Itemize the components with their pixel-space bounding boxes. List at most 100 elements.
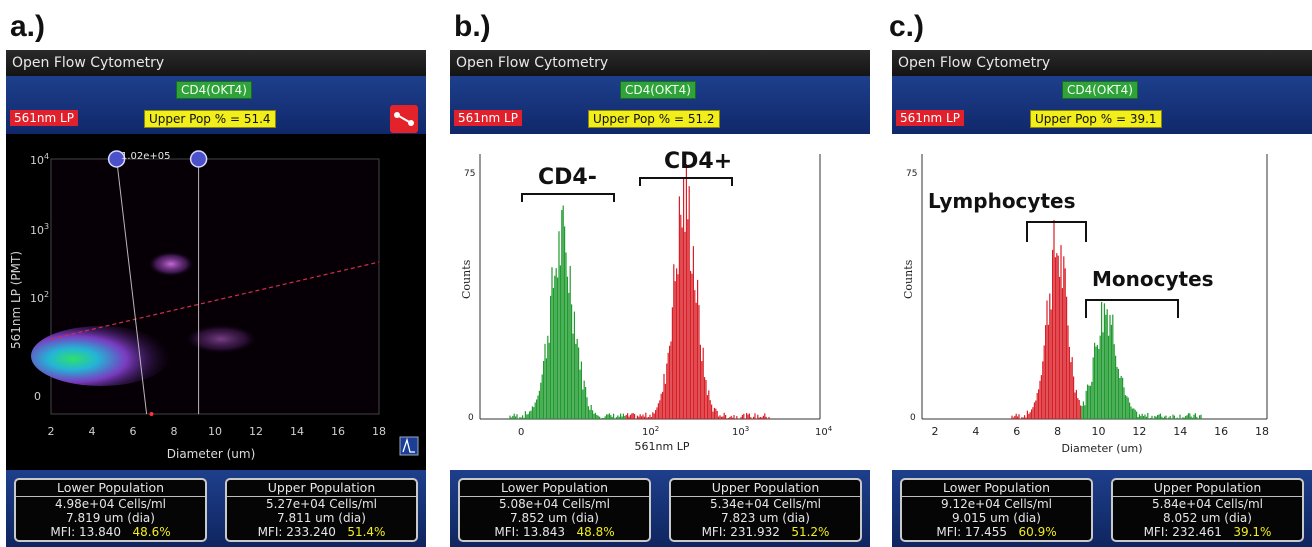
lymphocytes-bracket	[1026, 221, 1087, 242]
upper-percent: 51.4%	[347, 525, 386, 539]
gate-line-1[interactable]	[116, 158, 148, 415]
y-axis-label: Counts	[902, 259, 915, 299]
header-bar: CD4(OKT4) 561nm LP Upper Pop % = 51.2	[450, 76, 870, 134]
lower-population-title: Lower Population	[16, 480, 205, 497]
lower-population-box: Lower Population 9.12e+04 Cells/ml 9.015…	[900, 478, 1093, 542]
marker-badge[interactable]: CD4(OKT4)	[176, 81, 252, 99]
y-tick-labels: 104 103 102 0	[30, 152, 49, 403]
x-tick-2: 2	[932, 425, 939, 438]
window-title: Open Flow Cytometry	[892, 50, 1312, 76]
x-tick-14: 14	[1173, 425, 1187, 438]
upper-population-title: Upper Population	[671, 480, 860, 497]
mfi-label: MFI:	[1143, 525, 1169, 539]
y-tick-0: 0	[34, 390, 41, 403]
upper-diameter: 7.823 um (dia)	[721, 511, 810, 525]
x-tick-16: 16	[331, 425, 345, 438]
scatter-plot-area[interactable]: 1.02e+05 104 103 102 0 561nm LP (PMT) 2 4…	[6, 134, 426, 470]
upper-percent: 51.2%	[791, 525, 830, 539]
x-tick-1e4: 104	[815, 425, 833, 438]
lower-population-box: Lower Population 5.08e+04 Cells/ml 7.852…	[458, 478, 651, 542]
cd4-positive-label: CD4+	[664, 149, 732, 174]
panel-a: Open Flow Cytometry CD4(OKT4) 561nm LP U…	[6, 50, 426, 547]
x-tick-1e2: 102	[642, 425, 659, 438]
lower-diameter: 7.819 um (dia)	[66, 511, 155, 525]
figure-label-c: c.)	[889, 10, 925, 43]
lower-percent: 48.8%	[576, 525, 615, 539]
marker-badge[interactable]: CD4(OKT4)	[620, 81, 696, 99]
figure-label-b: b.)	[454, 10, 491, 43]
lower-population-title: Lower Population	[902, 480, 1091, 497]
upper-population-box: Upper Population 5.34e+04 Cells/ml 7.823…	[669, 478, 862, 542]
cd4-negative-label: CD4-	[538, 165, 597, 190]
x-tick-6: 6	[1013, 425, 1020, 438]
gate-lines[interactable]	[107, 150, 208, 416]
histogram-bars	[509, 164, 770, 419]
gate-anchor	[149, 412, 154, 416]
channel-badge[interactable]: 561nm LP	[454, 110, 522, 126]
cd4-pos-bracket	[639, 177, 733, 186]
figure-label-a: a.)	[10, 10, 46, 43]
upper-mfi: 231.932	[730, 525, 780, 539]
x-tick-1e3: 103	[732, 425, 749, 438]
x-tick-labels: 0 102 103 104	[518, 425, 833, 438]
window-title: Open Flow Cytometry	[6, 50, 426, 76]
x-tick-12: 12	[249, 425, 263, 438]
y-zero-label: 0	[468, 413, 474, 423]
x-tick-2: 2	[48, 425, 55, 438]
lymphocytes-label: Lymphocytes	[928, 189, 1075, 213]
x-tick-12: 12	[1132, 425, 1146, 438]
mfi-label: MFI:	[936, 525, 962, 539]
lower-mfi-line: MFI: 13.840 48.6%	[16, 525, 205, 539]
upper-pop-badge: Upper Pop % = 39.1	[1030, 110, 1162, 128]
mfi-label: MFI:	[701, 525, 727, 539]
x-tick-labels: 2 4 6 8 10 12 14 16 18	[932, 425, 1270, 438]
upper-mfi-line: MFI: 233.240 51.4%	[227, 525, 416, 539]
histogram-plot-area[interactable]: 75 0 Counts 2 4 6 8 10 12 14 16 18 Diameter (um)…	[892, 134, 1312, 470]
gate-line-icon[interactable]	[390, 105, 418, 133]
marker-badge[interactable]: CD4(OKT4)	[1062, 81, 1138, 99]
histogram-plot-area[interactable]: 75 0 Counts 0 102 103 104 561nm LP CD4- …	[450, 134, 870, 470]
gate-line-icon-glyph	[394, 112, 414, 126]
monocytes-label: Monocytes	[1092, 267, 1214, 291]
gate-readout: 1.02e+05	[121, 151, 171, 162]
y-axis-label: Counts	[460, 259, 473, 299]
channel-badge[interactable]: 561nm LP	[10, 110, 78, 126]
upper-population-title: Upper Population	[227, 480, 416, 497]
lower-cluster	[31, 326, 171, 386]
lower-population-title: Lower Population	[460, 480, 649, 497]
header-bar: CD4(OKT4) 561nm LP Upper Pop % = 51.4	[6, 76, 426, 134]
upper-mfi-line: MFI: 231.932 51.2%	[671, 525, 860, 539]
upper-cluster	[149, 252, 193, 276]
channel-badge[interactable]: 561nm LP	[896, 110, 964, 126]
y-max-label: 75	[464, 169, 475, 179]
header-bar: CD4(OKT4) 561nm LP Upper Pop % = 39.1	[892, 76, 1312, 134]
threshold-line[interactable]	[50, 261, 380, 340]
upper-diameter: 7.811 um (dia)	[277, 511, 366, 525]
lower-mfi: 17.455	[965, 525, 1008, 539]
upper-concentration: 5.34e+04 Cells/ml	[710, 497, 821, 511]
lower-mfi: 13.840	[79, 525, 122, 539]
gate-handle-2[interactable]	[189, 150, 208, 168]
upper-pop-badge: Upper Pop % = 51.2	[588, 110, 720, 128]
gate-handle-1[interactable]	[107, 150, 126, 168]
x-tick-10: 10	[208, 425, 222, 438]
x-tick-4: 4	[89, 425, 96, 438]
lower-mfi: 13.843	[523, 525, 566, 539]
density-clusters	[31, 252, 256, 386]
x-tick-labels: 2 4 6 8 10 12 14 16 18	[48, 425, 387, 438]
histogram-bars	[1011, 220, 1202, 419]
lower-percent: 48.6%	[132, 525, 171, 539]
upper-concentration: 5.84e+04 Cells/ml	[1152, 497, 1263, 511]
upper-concentration: 5.27e+04 Cells/ml	[266, 497, 377, 511]
x-tick-0: 0	[518, 427, 524, 438]
upper-percent: 39.1%	[1233, 525, 1272, 539]
y-tick-1e2: 102	[30, 290, 49, 305]
mfi-label: MFI:	[494, 525, 520, 539]
x-tick-8: 8	[1054, 425, 1061, 438]
mfi-label: MFI:	[257, 525, 283, 539]
upper-pop-badge: Upper Pop % = 51.4	[144, 110, 276, 128]
upper-cluster-tail	[186, 325, 256, 353]
lower-percent: 60.9%	[1018, 525, 1057, 539]
lower-population-box: Lower Population 4.98e+04 Cells/ml 7.819…	[14, 478, 207, 542]
lower-concentration: 4.98e+04 Cells/ml	[55, 497, 166, 511]
